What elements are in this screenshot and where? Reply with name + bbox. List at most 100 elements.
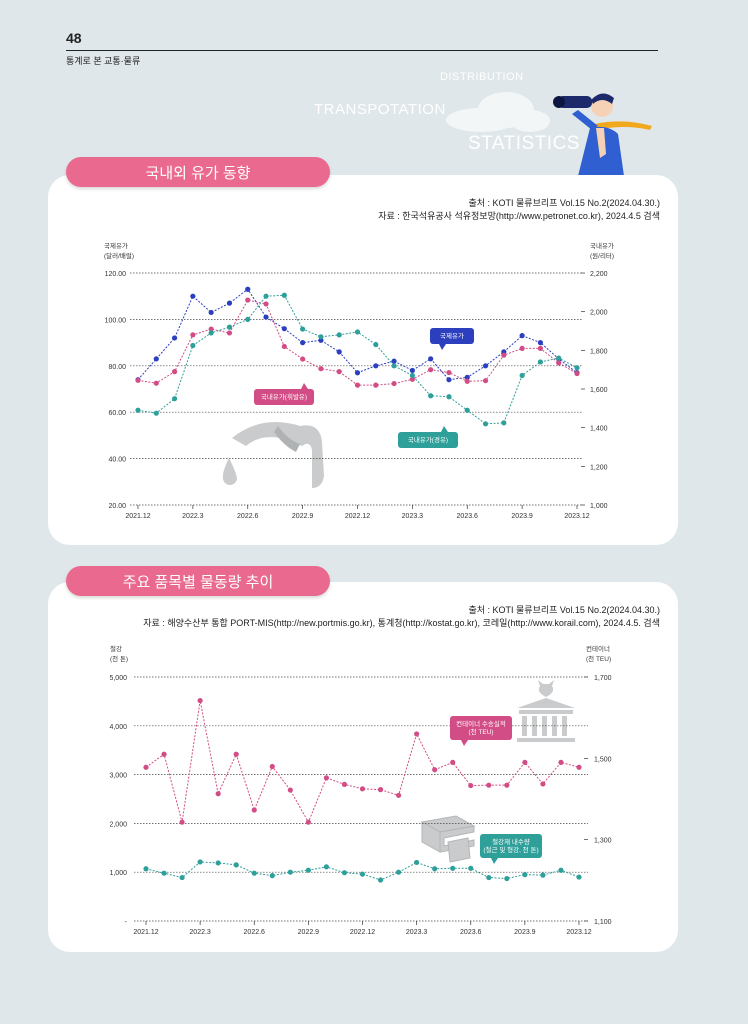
cloud-shape — [510, 110, 550, 132]
data-point — [522, 759, 528, 766]
data-point — [446, 369, 452, 376]
data-point — [245, 297, 251, 303]
data-point — [501, 352, 507, 358]
data-point — [269, 873, 275, 879]
data-point — [354, 370, 361, 376]
data-point — [464, 378, 470, 384]
left-tick-label: 5,000 — [109, 675, 127, 682]
page-number: 48 — [66, 30, 82, 46]
left-axis-title: (달러/배럴) — [104, 251, 134, 260]
data-point — [226, 330, 233, 336]
callout-label: 철강재 내수량 — [492, 837, 530, 846]
data-point — [208, 326, 214, 332]
data-point — [153, 410, 159, 416]
x-tick-label: 2022.3 — [182, 513, 204, 520]
data-point — [226, 300, 233, 306]
data-point — [305, 819, 311, 825]
right-tick-label: 1,600 — [590, 387, 608, 394]
data-point — [391, 380, 397, 387]
data-point — [504, 782, 510, 788]
x-tick-label: 2023.6 — [457, 513, 479, 520]
data-point — [537, 340, 544, 346]
source-note: 출처 : KOTI 물류브리프 Vol.15 No.2(2024.04.30.) — [468, 198, 660, 208]
data-point — [540, 781, 546, 787]
data-point — [318, 366, 324, 372]
data-point — [414, 731, 420, 737]
x-tick-label: 2022.3 — [189, 929, 211, 936]
data-point — [464, 374, 470, 380]
right-tick-label: 1,800 — [590, 348, 608, 355]
callout-label: (철근 및 형강, 천 톤) — [483, 845, 538, 854]
section-title: 국내외 유가 동향 — [66, 157, 330, 187]
deco-word-statistics: STATISTICS — [468, 133, 580, 154]
right-axis-title: (천 TEU) — [586, 654, 611, 663]
data-point — [486, 874, 492, 881]
data-point — [414, 859, 420, 866]
port-building-icon — [517, 698, 575, 742]
right-tick-label: 1,500 — [594, 756, 612, 763]
data-point — [263, 301, 269, 307]
data-point — [450, 759, 456, 766]
left-axis-title: 국제유가 — [104, 241, 128, 250]
data-point — [391, 363, 397, 369]
data-point — [446, 394, 452, 400]
data-point — [359, 871, 366, 877]
data-point — [501, 420, 507, 426]
callout-box — [254, 389, 314, 405]
data-point — [300, 356, 306, 362]
data-point — [281, 343, 287, 350]
right-tick-label: 1,000 — [590, 503, 608, 510]
data-point — [341, 781, 348, 787]
data-point — [233, 862, 239, 868]
oil-price-card — [48, 175, 678, 545]
x-tick-label: 2023.12 — [564, 513, 589, 520]
data-point — [281, 292, 287, 298]
x-tick-label: 2022.12 — [350, 929, 375, 936]
right-axis-title: 컨테이너 — [586, 644, 610, 653]
data-point — [428, 356, 434, 362]
data-point — [576, 874, 582, 880]
x-tick-label: 2023.3 — [406, 929, 428, 936]
fuel-nozzle-illustration — [222, 422, 324, 488]
data-point — [519, 333, 525, 339]
data-point — [519, 372, 525, 379]
right-tick-label: 1,200 — [590, 464, 608, 471]
callout-label: 컨테이너 수송실적 — [456, 719, 506, 728]
callout-label: (천 TEU) — [468, 727, 493, 736]
data-point — [135, 377, 141, 383]
data-point — [428, 367, 434, 373]
callout-pointer — [461, 740, 468, 746]
data-point — [574, 365, 580, 371]
data-point — [300, 326, 306, 332]
data-point — [263, 314, 269, 320]
data-point — [395, 869, 402, 875]
callout-pointer — [439, 344, 446, 350]
data-point — [432, 767, 438, 773]
x-tick-label: 2023.12 — [566, 929, 591, 936]
right-tick-label: 1,100 — [594, 919, 612, 926]
source-note: 자료 : 한국석유공사 석유정보망(http://www.petronet.co… — [378, 211, 660, 221]
data-point — [179, 874, 185, 881]
left-tick-label: 80.00 — [108, 364, 126, 371]
data-point — [409, 376, 415, 382]
series-line-2 — [145, 861, 580, 881]
callout-pointer — [491, 858, 498, 864]
left-tick-label: 4,000 — [109, 724, 127, 731]
data-point — [287, 787, 293, 793]
callout-box — [450, 716, 512, 740]
data-point — [482, 363, 489, 369]
data-point — [428, 393, 434, 399]
data-point — [391, 358, 397, 364]
left-tick-label: 3,000 — [109, 773, 127, 780]
data-point — [537, 345, 544, 351]
cat-icon — [538, 680, 554, 697]
data-point — [482, 421, 489, 427]
left-tick-label: 100.00 — [105, 317, 127, 324]
data-point — [318, 334, 324, 340]
data-point — [208, 309, 214, 316]
right-tick-label: 1,400 — [590, 426, 608, 433]
data-point — [556, 355, 562, 361]
data-point — [359, 786, 366, 792]
left-tick-label: - — [125, 919, 128, 926]
